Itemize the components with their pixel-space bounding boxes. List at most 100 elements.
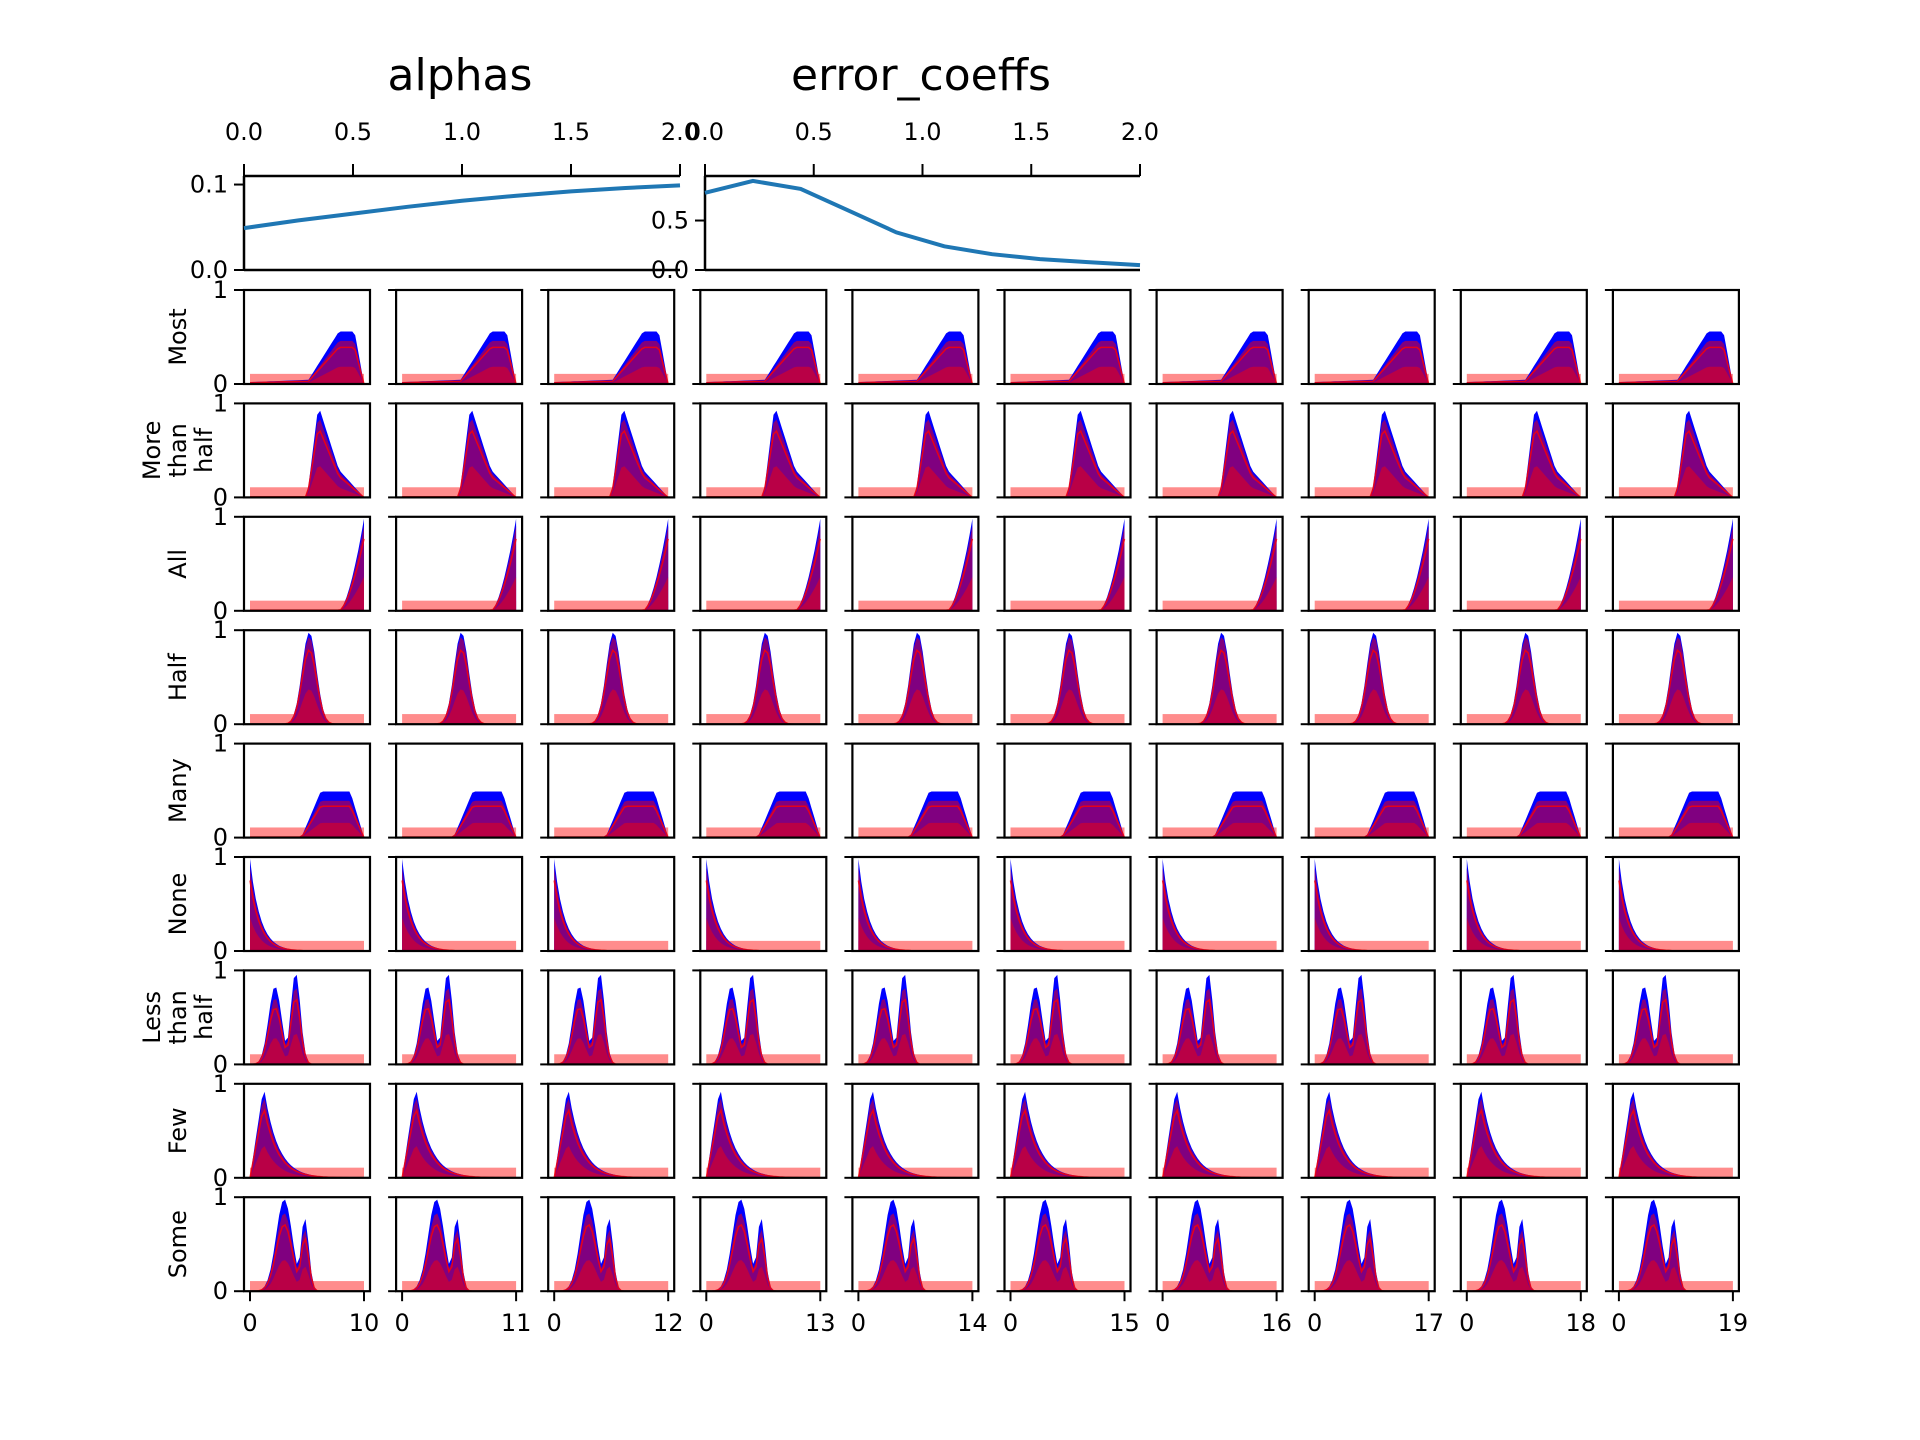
mean-area bbox=[554, 868, 669, 951]
panel-frame bbox=[1155, 402, 1284, 499]
panel-frame bbox=[1307, 402, 1436, 499]
mean-area bbox=[858, 868, 973, 951]
prior-overlay bbox=[706, 689, 821, 725]
prior-overlay bbox=[1466, 917, 1581, 951]
small-panel bbox=[1452, 629, 1588, 726]
mean-area bbox=[402, 1213, 517, 1292]
y-tick-label: 1 bbox=[213, 1070, 228, 1098]
x-tick-label: 0 bbox=[394, 1309, 409, 1337]
small-panel: 010 10 bbox=[213, 1183, 380, 1337]
panel-frame bbox=[699, 969, 828, 1066]
y-tick-label: 0 bbox=[213, 710, 228, 738]
panel-frame bbox=[547, 402, 676, 499]
panel-frame bbox=[1307, 515, 1436, 612]
mean-area bbox=[1314, 1098, 1429, 1178]
panel-frame bbox=[699, 742, 828, 839]
prior-overlay bbox=[250, 1034, 364, 1065]
y-tick-label: 0.0 bbox=[190, 256, 228, 284]
x-tick-label: 0 bbox=[851, 1309, 866, 1337]
alphas-title: alphas bbox=[388, 50, 533, 101]
mean-area bbox=[1466, 526, 1581, 611]
mean-area bbox=[1010, 868, 1125, 951]
mean-area bbox=[1162, 419, 1277, 498]
y-tick-label: 1 bbox=[213, 276, 228, 304]
small-panel: 01 bbox=[213, 956, 372, 1078]
mean-area bbox=[858, 1213, 973, 1292]
prior-overlay bbox=[858, 822, 973, 838]
error-coeffs-title: error_coeffs bbox=[791, 50, 1051, 101]
prior-band bbox=[1618, 373, 1733, 384]
mean-area bbox=[402, 1098, 517, 1178]
small-panel: 01 bbox=[213, 503, 372, 625]
prior-band bbox=[1010, 940, 1125, 951]
mean-area bbox=[1162, 1213, 1277, 1292]
panel-frame bbox=[547, 629, 676, 726]
small-panel bbox=[692, 855, 828, 953]
panel-frame bbox=[242, 969, 372, 1066]
panel-frame bbox=[547, 969, 676, 1066]
mean-area bbox=[250, 419, 364, 498]
mean-area bbox=[250, 526, 364, 611]
mean-area bbox=[1466, 988, 1581, 1065]
panel-frame bbox=[1611, 1196, 1741, 1293]
prior-overlay bbox=[1618, 576, 1733, 611]
panel-frame bbox=[395, 1082, 524, 1179]
mean-line bbox=[249, 346, 365, 385]
mean-area bbox=[250, 800, 364, 838]
prior-band bbox=[1314, 1167, 1429, 1178]
prior-overlay bbox=[1314, 576, 1429, 611]
panel-frame bbox=[1003, 515, 1132, 612]
mean-area bbox=[1010, 526, 1125, 611]
x-tick-label: 12 bbox=[653, 1309, 684, 1337]
panel-frame bbox=[1003, 629, 1132, 726]
prior-band bbox=[706, 600, 821, 611]
x-tick-label: 0 bbox=[699, 1309, 714, 1337]
prior-band bbox=[1314, 940, 1429, 951]
small-panel bbox=[1148, 1082, 1284, 1179]
prior-overlay bbox=[554, 917, 669, 951]
mean-area bbox=[554, 526, 669, 611]
mean-area bbox=[1162, 988, 1277, 1065]
data-line bbox=[243, 183, 681, 231]
prior-overlay bbox=[1010, 366, 1125, 384]
prior-overlay bbox=[250, 366, 364, 384]
panel-frame bbox=[1611, 742, 1741, 839]
mean-area bbox=[402, 868, 517, 951]
y-tick-label: 1 bbox=[213, 616, 228, 644]
small-panel bbox=[1604, 402, 1741, 499]
panel-frame bbox=[1003, 855, 1132, 953]
small-panel bbox=[844, 515, 980, 612]
prior-overlay bbox=[1466, 1034, 1581, 1065]
mean-area bbox=[858, 637, 973, 725]
mean-area bbox=[858, 988, 973, 1065]
panel-frame bbox=[1611, 629, 1741, 726]
prior-overlay bbox=[1466, 1146, 1581, 1178]
row-label: All bbox=[164, 549, 192, 579]
small-panel bbox=[540, 742, 676, 839]
panel-frame bbox=[242, 1196, 372, 1293]
y-tick-label: 1 bbox=[213, 730, 228, 758]
row-label-line: than bbox=[164, 990, 192, 1045]
mean-area bbox=[554, 1098, 669, 1178]
mean-area bbox=[1162, 800, 1277, 838]
prior-band bbox=[706, 940, 821, 951]
panel-frame bbox=[242, 629, 372, 726]
small-panel bbox=[388, 288, 524, 386]
row-label-line: half bbox=[190, 994, 218, 1040]
small-panel bbox=[1300, 969, 1436, 1066]
panel-frame bbox=[395, 1196, 524, 1293]
mean-line bbox=[1618, 346, 1734, 385]
row-label: None bbox=[164, 873, 192, 936]
prior-overlay bbox=[1162, 576, 1277, 611]
small-panel bbox=[540, 515, 676, 612]
panel-frame bbox=[699, 402, 828, 499]
y-tick-label: 1 bbox=[213, 843, 228, 871]
panel-frame bbox=[851, 1196, 980, 1293]
small-panel bbox=[1604, 855, 1741, 953]
x-tick-label: 17 bbox=[1413, 1309, 1444, 1337]
alphas-plot: alphas 0.0 0.5 1.0 1.5 2.0 0.0 0.1 bbox=[190, 50, 699, 284]
small-panel bbox=[1148, 288, 1284, 386]
small-panel bbox=[692, 515, 828, 612]
prior-band bbox=[1466, 940, 1581, 951]
panel-frame bbox=[1307, 969, 1436, 1066]
